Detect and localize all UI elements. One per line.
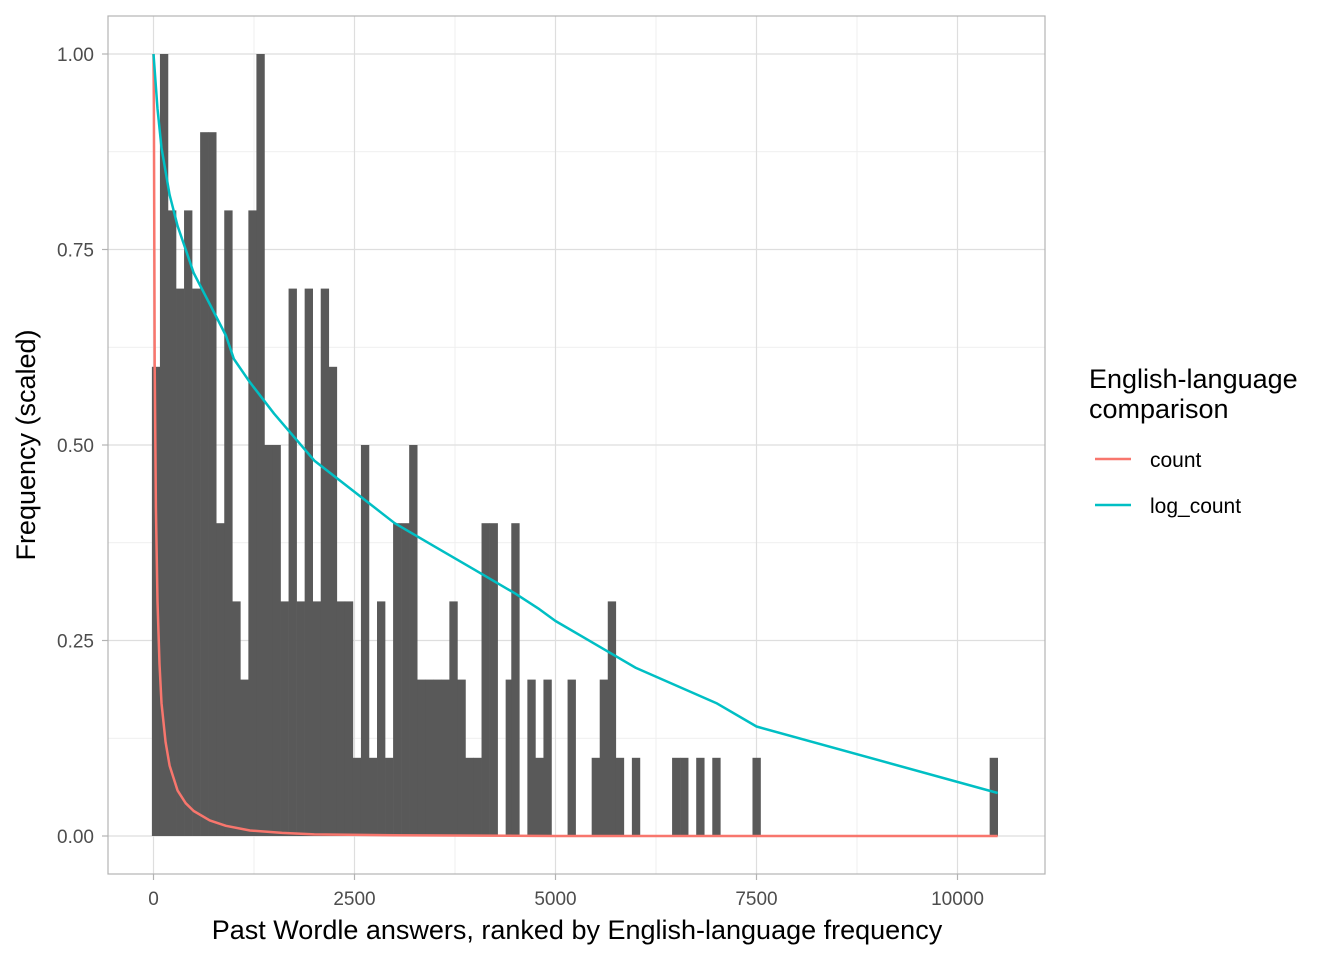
histogram-bar: [449, 601, 458, 836]
y-tick-label: 0.75: [57, 241, 94, 262]
histogram-bar: [511, 523, 520, 836]
histogram-bar: [607, 601, 617, 836]
histogram-bar: [385, 757, 394, 836]
histogram-bar: [272, 445, 281, 836]
histogram-bar: [672, 757, 681, 836]
y-tick-label: 0.50: [57, 436, 94, 457]
histogram-bar: [401, 523, 410, 836]
histogram-bar: [256, 54, 265, 836]
histogram-bar: [176, 288, 185, 837]
histogram-bar: [377, 601, 386, 836]
histogram-bar: [535, 757, 544, 836]
legend-label-log-count: log_count: [1150, 495, 1241, 518]
histogram-bar: [752, 757, 761, 836]
histogram-bar: [151, 366, 161, 836]
histogram-bar: [184, 210, 193, 836]
histogram-bar: [489, 523, 498, 836]
histogram-bar: [360, 445, 370, 836]
x-axis-title: Past Wordle answers, ranked by English-l…: [212, 915, 943, 945]
histogram-bar: [167, 210, 177, 836]
histogram-bar: [481, 523, 490, 836]
histogram-bar: [320, 288, 330, 837]
series-line-count: [152, 53, 998, 838]
histogram-bar: [409, 445, 418, 836]
histogram-bar: [208, 132, 217, 836]
histogram-bar: [599, 679, 609, 836]
histogram-bar: [200, 132, 209, 836]
histogram-bar: [417, 679, 426, 836]
histogram-bar: [989, 757, 998, 836]
y-axis-title: Frequency (scaled): [11, 329, 41, 560]
x-tick-label: 5000: [534, 889, 576, 910]
histogram-bar: [192, 288, 201, 837]
histogram-bar: [393, 523, 402, 836]
x-tick-label: 10000: [931, 889, 984, 910]
histogram-bar: [224, 210, 233, 836]
histogram-bar: [543, 679, 552, 836]
legend: English-language comparison count log_co…: [1089, 364, 1298, 518]
histogram-bar: [712, 757, 721, 836]
histogram-bar: [505, 679, 514, 836]
series-line-log-count: [152, 53, 999, 795]
histogram-bar: [336, 601, 346, 836]
x-tick-label: 0: [148, 889, 159, 910]
histogram-bar: [567, 679, 576, 836]
histogram-bar: [240, 679, 249, 836]
histogram-bar: [631, 757, 641, 836]
histogram-bar: [280, 601, 289, 836]
histogram-bars: [151, 54, 998, 837]
histogram-bar: [248, 210, 257, 836]
histogram-bar: [368, 757, 378, 836]
histogram-bar: [433, 679, 442, 836]
series-lines: [152, 53, 999, 838]
histogram-bar: [312, 601, 322, 836]
histogram-bar: [304, 288, 313, 837]
histogram-bar: [425, 679, 434, 836]
legend-label-count: count: [1150, 449, 1202, 472]
histogram-bar: [473, 757, 482, 836]
histogram-bar: [527, 679, 536, 836]
x-tick-label: 7500: [735, 889, 777, 910]
histogram-bar: [159, 54, 169, 836]
histogram-bar: [441, 679, 450, 836]
histogram-bar: [615, 757, 625, 836]
histogram-bar: [296, 601, 305, 836]
histogram-bar: [328, 366, 338, 836]
histogram-bar: [457, 679, 466, 836]
histogram-bar: [288, 288, 297, 837]
histogram-bar: [591, 757, 601, 836]
x-tick-label: 2500: [333, 889, 375, 910]
legend-title-line-1: English-language: [1089, 364, 1298, 394]
y-tick-label: 1.00: [57, 45, 94, 66]
histogram-bar: [352, 757, 362, 836]
histogram-bar: [696, 757, 705, 836]
histogram-bar: [680, 757, 689, 836]
y-tick-label: 0.25: [57, 632, 94, 653]
legend-title-line-2: comparison: [1089, 394, 1229, 424]
histogram-bar: [232, 601, 241, 836]
axes: 0 2500 5000 7500 10000 0.00 0.25 0.50 0.75 1.00: [57, 15, 1046, 910]
histogram-bar: [264, 445, 273, 836]
histogram-bar: [344, 601, 354, 836]
histogram-bar: [216, 523, 225, 836]
histogram-bar: [465, 757, 474, 836]
y-tick-label: 0.00: [57, 827, 94, 848]
